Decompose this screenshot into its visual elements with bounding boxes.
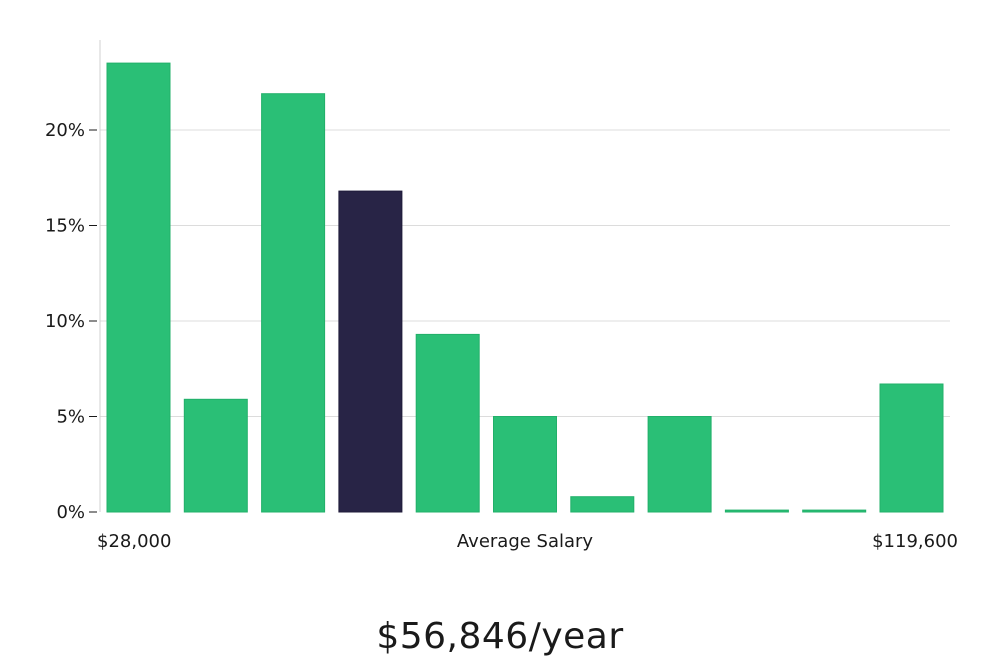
bar (647, 416, 712, 513)
bar (183, 398, 248, 513)
x-axis-title: Average Salary (457, 531, 594, 552)
y-tick-label: 5% (56, 407, 85, 428)
y-tick-label: 0% (56, 502, 85, 523)
bar (879, 383, 944, 513)
average-salary-headline: $56,846/year (376, 616, 623, 657)
bar (261, 93, 326, 513)
y-axis-ticks: 0% 5% 10% 15% 20% (45, 120, 97, 523)
bar (106, 62, 171, 513)
y-tick-label: 10% (45, 311, 85, 332)
y-tick-label: 15% (45, 216, 85, 237)
bar (493, 416, 557, 513)
bar (570, 496, 635, 513)
bars (106, 62, 944, 513)
bar (415, 333, 480, 513)
y-tick-label: 20% (45, 120, 85, 141)
gridlines (100, 129, 950, 417)
bar (802, 509, 867, 513)
x-min-label: $28,000 (97, 531, 171, 552)
bar (724, 509, 789, 513)
bar-highlighted (338, 190, 403, 513)
x-max-label: $119,600 (872, 531, 958, 552)
